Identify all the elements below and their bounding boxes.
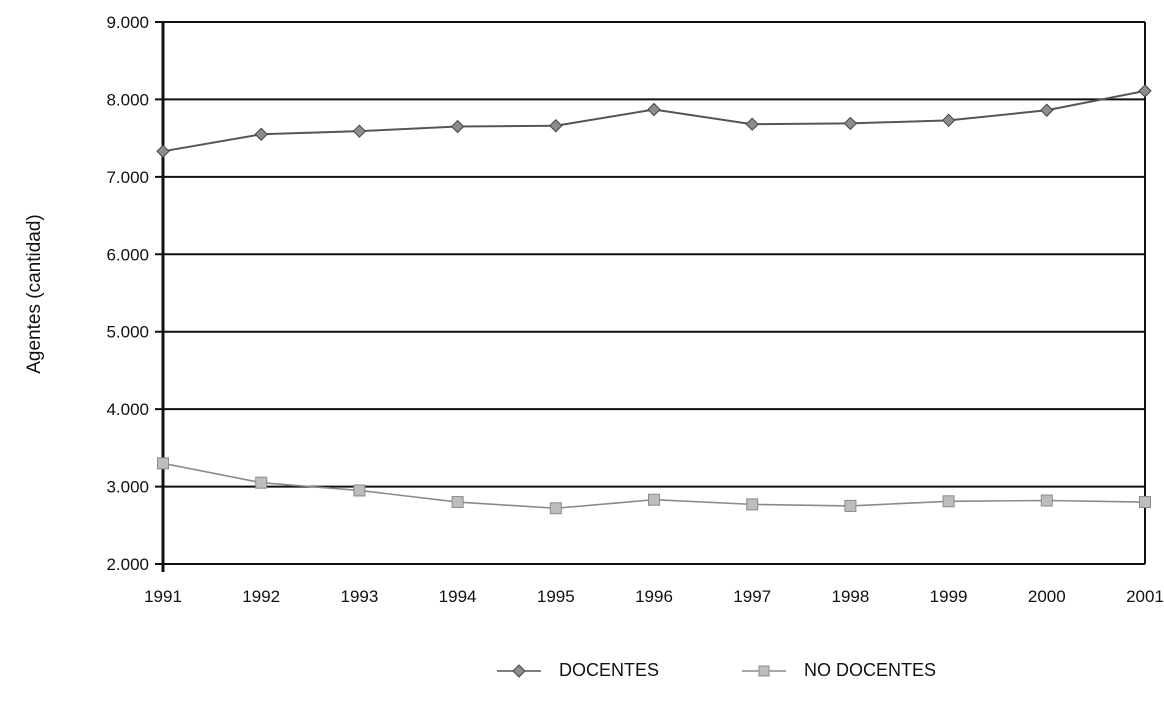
x-tick-label: 1999	[930, 587, 968, 606]
no-docentes-point	[1139, 496, 1151, 509]
no-docentes-point	[549, 502, 562, 515]
x-tick-label: 1994	[439, 587, 477, 606]
y-tick-label: 7.000	[106, 168, 149, 187]
docentes-legend-marker	[497, 663, 541, 678]
docentes-point	[156, 144, 170, 159]
axes	[161, 22, 1146, 572]
x-tick-label: 2001	[1126, 587, 1164, 606]
no-docentes-point	[1040, 494, 1053, 507]
docentes-point	[1138, 84, 1152, 98]
docentes-point	[745, 117, 759, 131]
no-docentes-point	[157, 457, 169, 470]
docentes-point	[647, 102, 661, 117]
y-tick-label: 2.000	[106, 555, 149, 574]
x-tick-label: 2000	[1028, 587, 1066, 606]
y-tick-label: 4.000	[106, 400, 149, 419]
legend-label-docentes: DOCENTES	[559, 660, 660, 680]
docentes-point	[843, 116, 858, 131]
grid-lines	[155, 21, 1145, 565]
legend-item-no-docentes: NO DOCENTES	[742, 660, 936, 681]
x-tick-label: 1992	[242, 587, 280, 606]
x-tick-labels: 1991 1992 1993 1994 1995 1996 1997 1998 1999 2000…	[144, 587, 1164, 606]
no-docentes-point	[255, 476, 268, 489]
y-tick-label: 9.000	[106, 13, 149, 32]
legend-label-no-docentes: NO DOCENTES	[804, 660, 937, 680]
legend: DOCENTES NO DOCENTES	[0, 660, 1164, 700]
docentes-point	[549, 119, 563, 133]
no-docentes-point	[353, 484, 366, 497]
docentes-point	[941, 113, 956, 128]
legend-item-docentes: DOCENTES	[497, 660, 659, 681]
x-tick-label: 1998	[831, 587, 869, 606]
x-tick-label: 1995	[537, 587, 575, 606]
x-tick-label: 1993	[340, 587, 378, 606]
y-tick-labels: 2.000 3.000 4.000 5.000 6.000 7.000 8.000 9.000	[106, 13, 149, 574]
no-docentes-point	[844, 499, 857, 512]
y-tick-label: 3.000	[106, 478, 149, 497]
y-tick-label: 6.000	[106, 245, 149, 264]
docentes-point	[1040, 103, 1054, 117]
x-tick-label: 1991	[144, 587, 182, 606]
no-docentes-point	[746, 498, 759, 511]
no-docentes-legend-marker	[742, 665, 786, 676]
x-tick-label: 1997	[733, 587, 771, 606]
no-docentes-point	[451, 496, 464, 509]
x-tick-label: 1996	[635, 587, 673, 606]
no-docentes-point	[648, 493, 660, 506]
y-axis-label: Agentes (cantidad)	[24, 214, 45, 374]
docentes-point	[450, 119, 465, 134]
no-docentes-point	[942, 495, 955, 508]
docentes-point	[352, 124, 367, 138]
docentes-point	[254, 127, 268, 141]
y-tick-label: 5.000	[106, 323, 149, 342]
y-tick-label: 8.000	[106, 90, 149, 109]
series-group	[156, 84, 1152, 515]
